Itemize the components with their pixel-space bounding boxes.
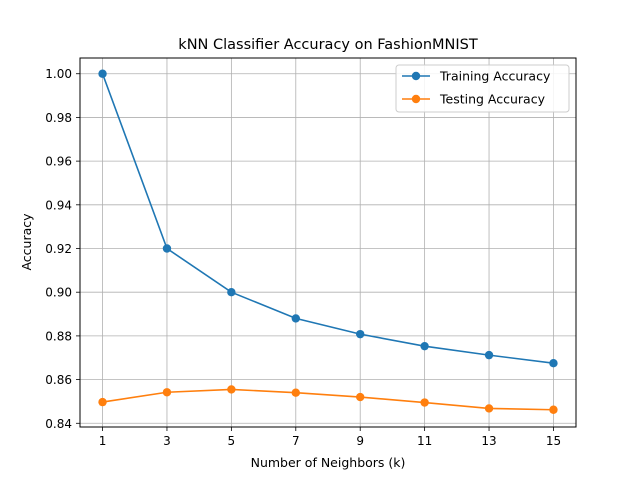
series-line-0 xyxy=(101,73,554,364)
series-layer xyxy=(98,69,558,414)
series-1-point xyxy=(549,405,558,414)
y-tick-label: 0.92 xyxy=(45,242,72,256)
series-1-point xyxy=(356,392,365,402)
legend-label: Testing Accuracy xyxy=(439,92,546,107)
x-tick-label: 11 xyxy=(417,434,432,448)
legend-swatch-marker xyxy=(411,71,421,81)
x-tick-label: 3 xyxy=(163,434,171,448)
series-1-point xyxy=(162,388,172,397)
x-tick-label: 7 xyxy=(292,434,300,448)
series-1-point xyxy=(227,385,236,394)
y-tick-label: 1.00 xyxy=(45,67,72,81)
x-tick-label: 5 xyxy=(228,434,236,448)
grid xyxy=(80,58,576,427)
y-tick-label: 0.96 xyxy=(45,155,72,169)
series-1-point xyxy=(98,397,107,407)
y-axis-label: Accuracy xyxy=(19,213,34,271)
series-0-point xyxy=(356,329,365,339)
y-tick-label: 0.86 xyxy=(45,373,72,387)
series-line-1 xyxy=(102,388,554,411)
legend-label: Training Accuracy xyxy=(439,69,551,84)
x-tick-label: 13 xyxy=(481,434,496,448)
legend: Training Accuracy Testing Accuracy xyxy=(395,64,570,113)
x-tick-label: 15 xyxy=(546,434,561,448)
series-0-point xyxy=(484,350,494,360)
axes: 1 3 5 7 9 11 13 150.840.860.880.900.920.940.960… xyxy=(45,67,561,448)
series-1-point xyxy=(484,404,494,413)
series-0-point xyxy=(227,288,236,297)
x-tick-label: 9 xyxy=(356,434,364,448)
series-1-point xyxy=(420,398,429,407)
x-tick-label: 1 xyxy=(99,434,107,448)
y-tick-label: 0.84 xyxy=(45,417,72,431)
series-0-point xyxy=(549,359,558,368)
series-1-point xyxy=(291,388,300,397)
y-tick-label: 0.94 xyxy=(45,198,72,212)
series-0-point xyxy=(420,341,429,351)
plot-frame xyxy=(79,57,577,428)
legend-box xyxy=(395,64,570,113)
series-0-point xyxy=(162,244,172,253)
chart-title: kNN Classifier Accuracy on FashionMNIST xyxy=(178,37,478,53)
series-0-point xyxy=(291,314,300,323)
x-axis-label: Number of Neighbors (k) xyxy=(251,455,406,470)
y-tick-label: 0.90 xyxy=(45,286,72,300)
legend-swatch-marker xyxy=(411,94,421,104)
y-tick-label: 0.98 xyxy=(45,111,72,125)
series-0-point xyxy=(98,69,107,78)
y-tick-label: 0.88 xyxy=(45,329,72,343)
